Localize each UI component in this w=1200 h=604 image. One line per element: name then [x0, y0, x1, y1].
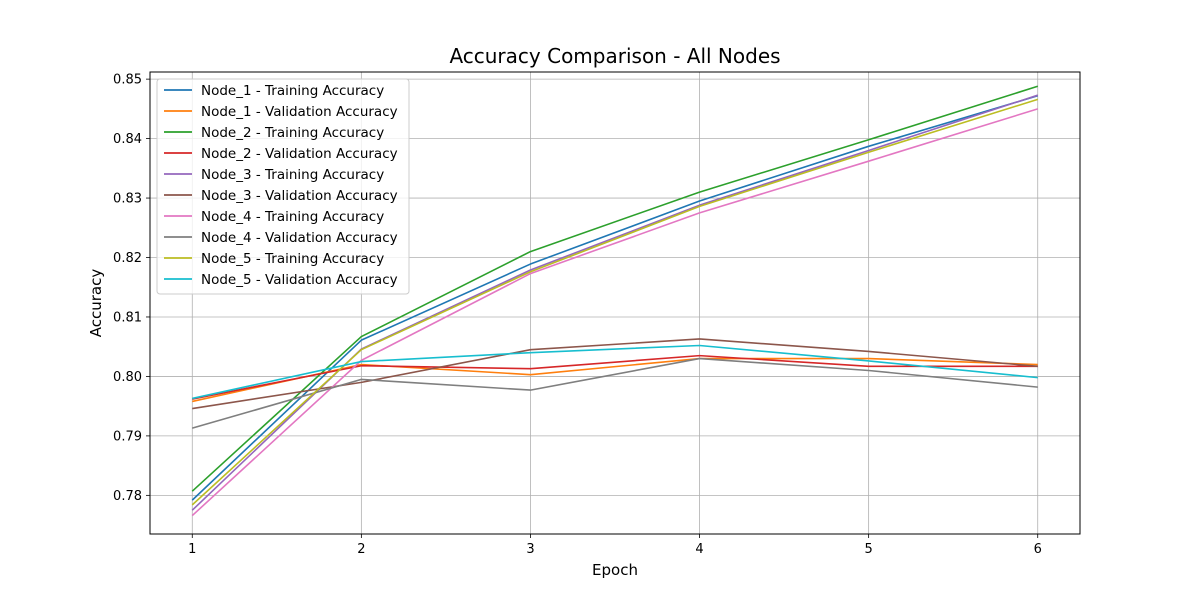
chart-title: Accuracy Comparison - All Nodes	[449, 44, 780, 68]
y-tick-label: 0.82	[113, 251, 142, 266]
legend-box	[156, 78, 410, 295]
legend-label: Node_2 - Training Accuracy	[201, 125, 384, 141]
legend-label: Node_1 - Training Accuracy	[201, 83, 384, 99]
series-line-8	[192, 357, 1038, 429]
x-tick-label: 1	[188, 542, 196, 557]
legend-label: Node_5 - Validation Accuracy	[201, 272, 398, 288]
y-tick-label: 0.84	[113, 132, 142, 147]
series-line-3	[191, 85, 1038, 492]
series-line-1	[191, 95, 1038, 501]
legend-label: Node_4 - Validation Accuracy	[201, 230, 398, 246]
series-line-10	[192, 344, 1038, 400]
series-line-4	[192, 354, 1038, 400]
x-tick-label: 2	[357, 542, 365, 557]
y-tick-label: 0.85	[113, 73, 142, 88]
x-axis-label: Epoch	[592, 561, 638, 579]
legend-label: Node_3 - Validation Accuracy	[201, 188, 398, 204]
y-tick-label: 0.81	[113, 310, 142, 325]
x-axis-ticks: 1 2 3 4 5 6	[188, 534, 1042, 557]
x-tick-label: 5	[864, 542, 872, 557]
series-line-7	[191, 108, 1038, 517]
legend-label: Node_5 - Training Accuracy	[201, 251, 384, 267]
y-axis-label: Accuracy	[87, 269, 105, 338]
legend-label: Node_4 - Training Accuracy	[201, 209, 384, 225]
y-tick-label: 0.80	[113, 370, 142, 385]
x-tick-label: 6	[1034, 542, 1042, 557]
legend: Node_1 - Training Accuracy Node_1 - Valid…	[156, 78, 410, 295]
y-tick-label: 0.79	[113, 429, 142, 444]
x-tick-label: 3	[526, 542, 534, 557]
legend-label: Node_1 - Validation Accuracy	[201, 104, 398, 120]
series-line-9	[191, 98, 1038, 506]
y-axis-ticks: 0.78 0.79 0.80 0.81 0.82 0.83 0.84 0.85	[113, 73, 150, 504]
y-tick-label: 0.83	[113, 192, 142, 207]
legend-label: Node_2 - Validation Accuracy	[201, 146, 398, 162]
plot-frame	[149, 71, 1081, 535]
x-tick-label: 4	[695, 542, 703, 557]
series-layer	[191, 85, 1038, 517]
legend-label: Node_3 - Training Accuracy	[201, 167, 384, 183]
y-tick-label: 0.78	[113, 489, 142, 504]
